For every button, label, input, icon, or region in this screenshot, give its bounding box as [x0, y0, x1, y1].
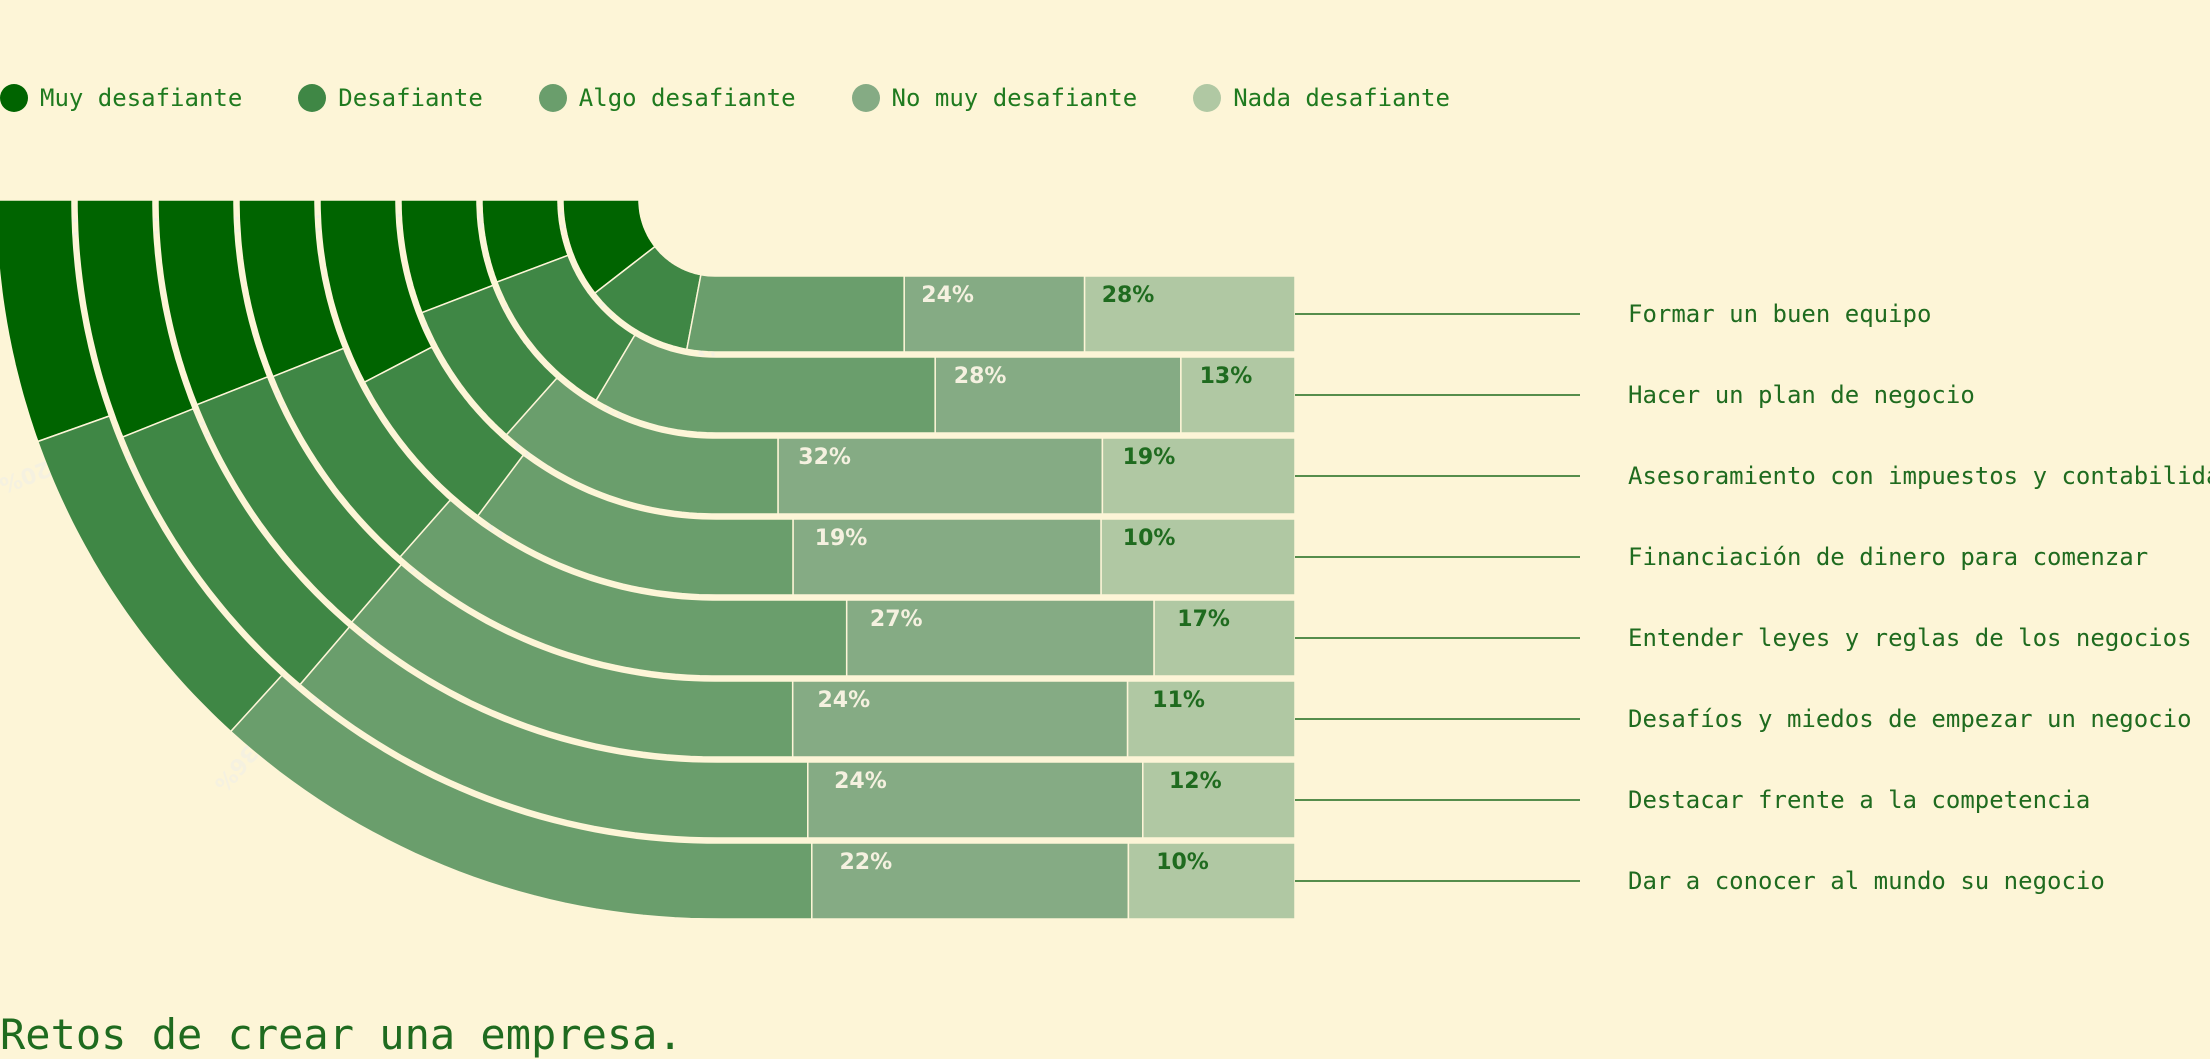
bar-segment [1127, 842, 1296, 920]
data-label: 22% [840, 850, 893, 875]
legend-swatch [1193, 84, 1222, 112]
data-label: 27% [870, 607, 923, 632]
category-label: Entender leyes y reglas de los negocios [1628, 624, 2192, 652]
data-label: 12% [1169, 769, 1222, 794]
data-label: 10% [1156, 850, 1209, 875]
bar-segment [1153, 599, 1296, 677]
chart: 10%11%28%24%28%Formar un buen equipo8%15… [0, 199, 2210, 920]
bar-segment [1180, 356, 1296, 434]
legend-item: Desafiante [298, 84, 483, 112]
data-label: 19% [815, 526, 868, 551]
category-label: Financiación de dinero para comenzar [1628, 543, 2148, 571]
category-label: Desafíos y miedos de empezar un negocio [1628, 705, 2192, 733]
data-label: 13% [1200, 364, 1253, 389]
band-row: 14%18%32%24%11%Desafíos y miedos de empe… [107, 199, 2192, 758]
data-label: 10% [1123, 526, 1176, 551]
legend-label: Desafiante [338, 84, 483, 112]
category-label: Dar a conocer al mundo su negocio [1628, 867, 2105, 895]
category-label: Asesoramiento con impuestos y contabilid… [1628, 462, 2210, 490]
data-label: 19% [1123, 445, 1176, 470]
data-label: 24% [834, 769, 887, 794]
data-label: 28% [954, 364, 1007, 389]
legend-label: Nada desafiante [1233, 84, 1450, 112]
bar-segment [685, 273, 905, 353]
chart-title: Retos de crear una empresa. [0, 1010, 683, 1059]
legend-item: No muy desafiante [851, 84, 1138, 112]
data-label: 28% [1102, 283, 1155, 308]
legend-item: Algo desafiante [538, 84, 796, 112]
legend-item: Muy desafiante [0, 84, 242, 112]
bar-segment [1101, 437, 1296, 515]
band-row: 8%15%37%28%13%Hacer un plan de negocio [447, 199, 1975, 460]
legend-label: No muy desafiante [891, 84, 1138, 112]
data-label: 32% [798, 445, 851, 470]
data-label: 20% [0, 455, 54, 497]
legend-swatch [0, 84, 28, 112]
band-row: 14%20%36%22%10%Dar a conocer al mundo su… [0, 199, 2105, 920]
legend-swatch [851, 84, 880, 112]
legend-label: Muy desafiante [40, 84, 243, 112]
legend-swatch [298, 84, 327, 112]
data-label: 17% [1177, 607, 1230, 632]
bar-segment [1100, 518, 1296, 596]
category-label: Destacar frente a la competencia [1628, 786, 2090, 814]
data-label: 11% [1152, 688, 1205, 713]
data-label: 36% [209, 740, 262, 796]
category-label: Hacer un plan de negocio [1628, 381, 1975, 409]
data-label: 24% [921, 283, 974, 308]
legend-item: Nada desafiante [1193, 84, 1450, 112]
legend-label: Algo desafiante [578, 84, 796, 112]
category-label: Formar un buen equipo [1628, 300, 1931, 328]
legend-swatch [538, 84, 567, 112]
bar-segment [1142, 761, 1296, 839]
bar-segment [1126, 680, 1296, 758]
data-label: 24% [818, 688, 871, 713]
bar-segment [1083, 275, 1296, 353]
legend: Muy desafiante Desafiante Algo desafiante N… [0, 78, 1506, 118]
